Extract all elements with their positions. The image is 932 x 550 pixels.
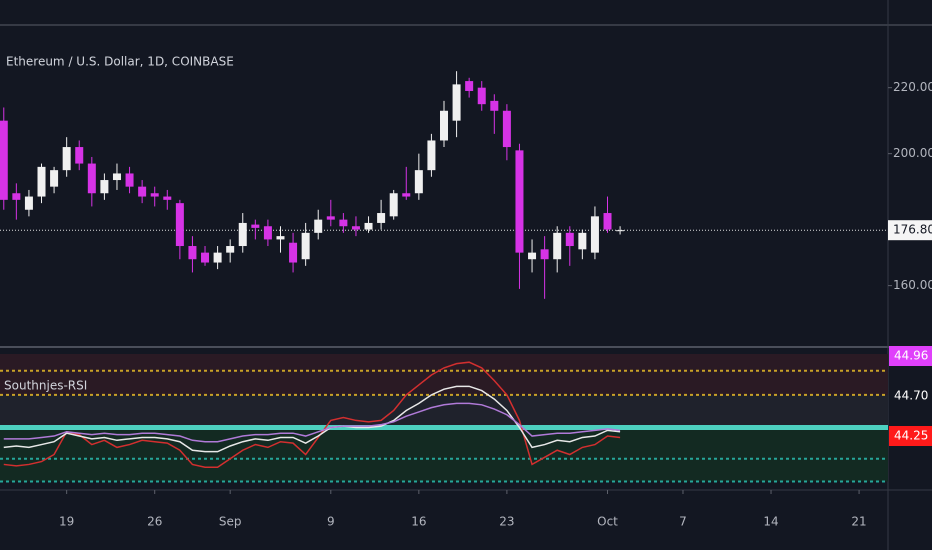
value-tag: 44.25	[894, 429, 928, 443]
candle-body	[502, 110, 511, 148]
candle-body	[590, 216, 599, 253]
overbought-zone	[0, 354, 888, 395]
neutral-zone	[0, 394, 888, 428]
candle-body	[276, 236, 285, 240]
candle-body	[616, 230, 625, 232]
x-tick-label: 16	[411, 515, 426, 529]
x-tick-label: Sep	[219, 515, 242, 529]
y-tick-label: 160.00	[893, 278, 932, 292]
y-tick-label: 200.00	[893, 146, 932, 160]
x-tick-label: 19	[59, 515, 74, 529]
rsi-line	[3, 361, 621, 469]
candle-body	[138, 186, 147, 197]
candle-body	[201, 252, 210, 263]
x-tick-label: 23	[499, 515, 514, 529]
candle-body	[578, 232, 587, 250]
x-tick-label: 14	[763, 515, 778, 529]
candle-body	[238, 222, 247, 247]
candle-body	[402, 193, 411, 197]
value-tag: 44.70	[894, 389, 928, 403]
value-tag: 44.96	[894, 349, 928, 363]
candle-body	[540, 249, 549, 260]
candle-body	[515, 150, 524, 253]
candle-body	[263, 226, 272, 240]
candle-body	[37, 166, 46, 197]
candle-body	[175, 203, 184, 247]
candle-body	[62, 147, 71, 171]
x-tick-label: 21	[851, 515, 866, 529]
candle-body	[226, 246, 235, 253]
candle-body	[339, 219, 348, 227]
candle-body	[150, 193, 159, 197]
candle-body	[112, 173, 121, 181]
candle-body	[440, 110, 448, 141]
x-tick-label: 7	[679, 515, 687, 529]
candle-body	[565, 232, 574, 247]
rsi-line	[3, 402, 621, 443]
candle-body	[213, 252, 222, 263]
value-tag-box	[889, 346, 932, 366]
candle-body	[414, 170, 423, 194]
candle-body	[377, 213, 386, 223]
candle-body	[125, 173, 134, 187]
candle-body	[553, 232, 562, 260]
candle-body	[50, 170, 59, 187]
candle-body	[100, 180, 109, 194]
last-price-label: 176.80	[893, 223, 932, 237]
value-tag-box	[889, 386, 932, 406]
candle-body	[603, 213, 612, 230]
candle-body	[351, 226, 360, 230]
rsi-line	[3, 385, 621, 453]
candle-body	[289, 242, 298, 263]
candle-body	[75, 147, 84, 164]
candle-body	[364, 222, 373, 230]
oversold-zone	[0, 427, 888, 482]
candle-body	[326, 216, 335, 220]
candle-body	[528, 252, 537, 260]
value-tag-box	[889, 426, 932, 446]
candle-body	[163, 196, 172, 200]
candle-body	[452, 84, 461, 121]
candle-body	[477, 87, 486, 105]
candle-body	[24, 196, 33, 210]
candle-body	[427, 140, 436, 171]
candle-body	[490, 100, 499, 111]
candle-body	[87, 163, 96, 194]
candle-body	[12, 193, 21, 200]
candle-body	[251, 224, 260, 228]
x-tick-label: 9	[327, 515, 335, 529]
candle-body	[0, 120, 8, 200]
x-tick-label: 26	[147, 515, 162, 529]
y-tick-label: 220.00	[893, 80, 932, 94]
last-price-tag	[888, 220, 932, 241]
candle-body	[301, 232, 310, 260]
x-tick-label: Oct	[597, 515, 618, 529]
indicator-title: Southnjes-RSI	[4, 379, 87, 393]
candle-body	[389, 193, 398, 217]
candle-body	[188, 246, 197, 260]
candle-body	[465, 81, 474, 91]
candle-body	[314, 219, 323, 233]
chart-title: Ethereum / U.S. Dollar, 1D, COINBASE	[6, 55, 234, 69]
